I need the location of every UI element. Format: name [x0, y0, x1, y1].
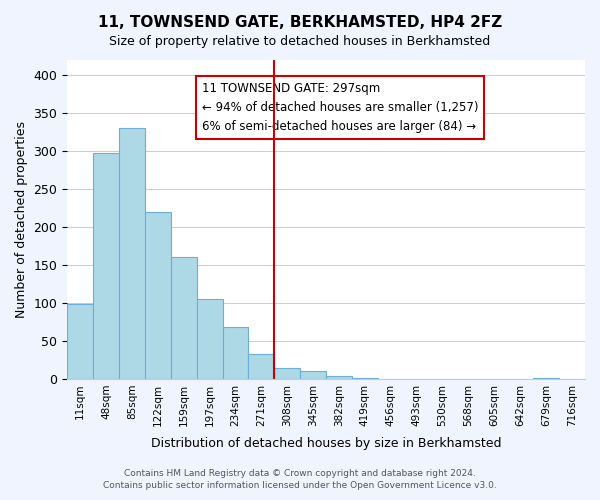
Text: Contains HM Land Registry data © Crown copyright and database right 2024.
Contai: Contains HM Land Registry data © Crown c…	[103, 468, 497, 490]
Bar	[223, 328, 248, 379]
Bar	[145, 212, 171, 379]
Bar	[300, 372, 326, 379]
Bar	[67, 304, 93, 379]
Bar	[197, 299, 223, 379]
Text: Size of property relative to detached houses in Berkhamsted: Size of property relative to detached ho…	[109, 35, 491, 48]
Bar	[533, 378, 559, 379]
Bar	[274, 368, 300, 379]
Bar	[248, 354, 274, 379]
X-axis label: Distribution of detached houses by size in Berkhamsted: Distribution of detached houses by size …	[151, 437, 502, 450]
Bar	[352, 378, 378, 379]
Bar	[93, 152, 119, 379]
Bar	[171, 258, 197, 379]
Y-axis label: Number of detached properties: Number of detached properties	[15, 121, 28, 318]
Bar	[119, 128, 145, 379]
Text: 11, TOWNSEND GATE, BERKHAMSTED, HP4 2FZ: 11, TOWNSEND GATE, BERKHAMSTED, HP4 2FZ	[98, 15, 502, 30]
Text: 11 TOWNSEND GATE: 297sqm
← 94% of detached houses are smaller (1,257)
6% of semi: 11 TOWNSEND GATE: 297sqm ← 94% of detach…	[202, 82, 478, 134]
Bar	[326, 376, 352, 379]
